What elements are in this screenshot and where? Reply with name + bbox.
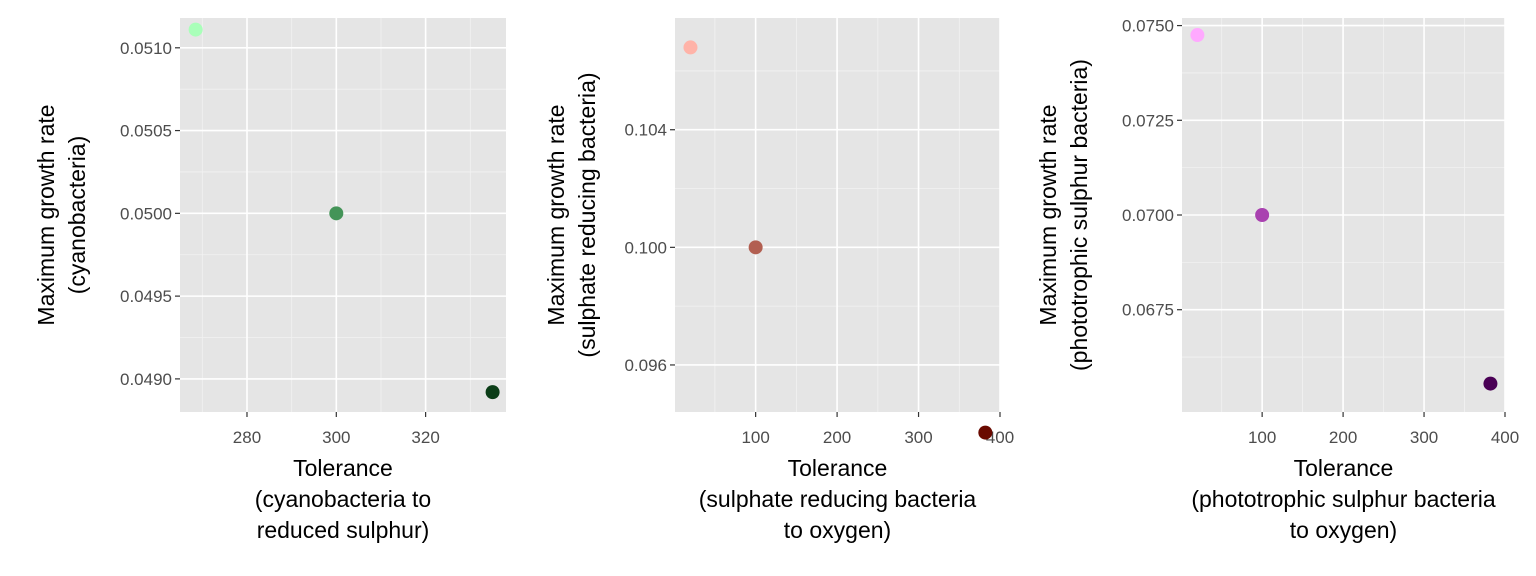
x-tick-label: 300 — [904, 428, 932, 447]
data-point — [485, 385, 500, 400]
y-tick-label: 0.0490 — [120, 370, 172, 389]
x-axis-title-line: to oxygen) — [1290, 517, 1397, 543]
chart-panel-2: 100 200 300 400 0.096 0.100 0.104 Tolerance (sul… — [543, 18, 1014, 543]
data-point — [1483, 376, 1498, 391]
chart-panel-1: 280 300 320 0.0490 0.0495 0.0500 0.0505 0.0510 T… — [33, 18, 506, 543]
y-tick-label: 0.0675 — [1122, 301, 1174, 320]
data-point — [748, 240, 763, 255]
x-tick-label: 400 — [986, 428, 1014, 447]
chart-panel-3: 100 200 300 400 0.0675 0.0700 0.0725 0.0750 Tole… — [1035, 17, 1519, 543]
x-tick-label: 300 — [1410, 428, 1438, 447]
y-tick-label: 0.0725 — [1122, 111, 1174, 130]
x-tick-label: 300 — [322, 428, 350, 447]
y-axis-title-line: Maximum growth rate — [1035, 104, 1061, 325]
y-axis-title-line: (sulphate reducing bacteria) — [574, 72, 600, 357]
y-tick-label: 0.0700 — [1122, 206, 1174, 225]
x-axis-title-line: reduced sulphur) — [257, 517, 430, 543]
x-tick-label: 100 — [1248, 428, 1276, 447]
y-axis-title-line: Maximum growth rate — [33, 104, 59, 325]
y-tick-label: 0.0510 — [120, 39, 172, 58]
y-tick-label: 0.0505 — [120, 122, 172, 141]
y-tick-label: 0.0500 — [120, 204, 172, 223]
x-axis-title-line: (sulphate reducing bacteria — [699, 486, 977, 512]
x-axis-title-line: (cyanobacteria to — [255, 486, 431, 512]
data-point — [188, 22, 203, 37]
x-axis-title-line: Tolerance — [293, 455, 393, 481]
y-tick-label: 0.0750 — [1122, 17, 1174, 36]
x-axis-title-line: to oxygen) — [784, 517, 891, 543]
data-point — [1190, 28, 1205, 43]
x-tick-label: 320 — [411, 428, 439, 447]
y-tick-label: 0.100 — [624, 238, 667, 257]
y-tick-label: 0.0495 — [120, 287, 172, 306]
y-axis-title-line: (cyanobacteria) — [64, 136, 90, 295]
y-axis-title-line: (phototrophic sulphur bacteria) — [1066, 59, 1092, 371]
x-tick-label: 100 — [741, 428, 769, 447]
x-tick-label: 200 — [823, 428, 851, 447]
data-point — [1255, 208, 1270, 222]
data-point — [978, 425, 993, 440]
x-tick-label: 280 — [233, 428, 261, 447]
x-tick-label: 400 — [1491, 428, 1519, 447]
data-point — [329, 206, 344, 221]
x-tick-label: 200 — [1329, 428, 1357, 447]
x-axis-title-line: (phototrophic sulphur bacteria — [1191, 486, 1495, 512]
y-tick-label: 0.096 — [624, 356, 667, 375]
data-point — [683, 40, 698, 55]
y-axis-title-line: Maximum growth rate — [543, 104, 569, 325]
x-axis-title-line: Tolerance — [788, 455, 888, 481]
y-tick-label: 0.104 — [624, 121, 667, 140]
x-axis-title-line: Tolerance — [1294, 455, 1394, 481]
